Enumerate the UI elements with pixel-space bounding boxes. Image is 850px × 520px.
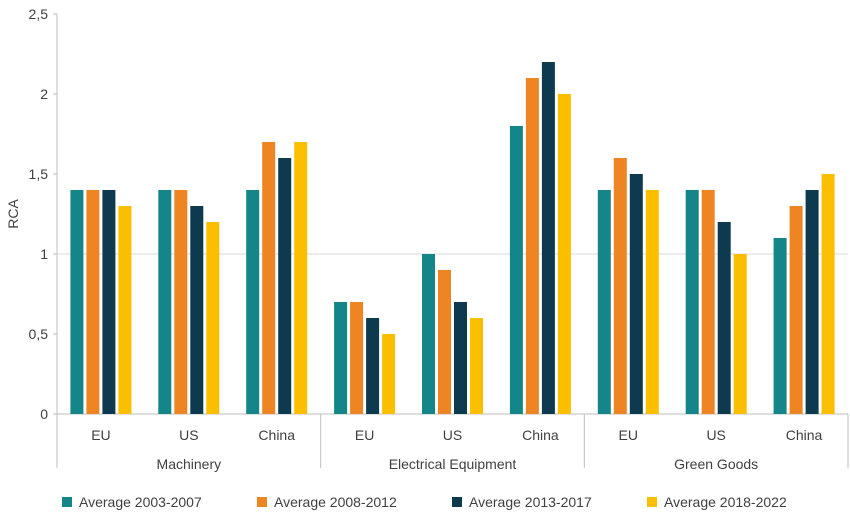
bar	[350, 302, 364, 414]
bar	[805, 190, 819, 414]
bar	[685, 190, 699, 414]
bar	[294, 142, 308, 414]
bar	[118, 206, 132, 414]
bar	[470, 318, 483, 414]
bar	[102, 190, 116, 414]
x-group-label: Green Goods	[674, 456, 758, 472]
x-category-label: EU	[355, 427, 374, 443]
bar	[509, 126, 523, 414]
bar	[382, 334, 396, 414]
bar	[422, 254, 435, 414]
y-tick-label: 2,5	[29, 6, 49, 22]
bar	[438, 270, 451, 414]
bar	[206, 222, 220, 414]
bar	[645, 190, 659, 414]
bar	[70, 190, 84, 414]
y-axis-title: RCA	[5, 199, 21, 229]
y-tick-label: 0	[40, 406, 48, 422]
bar	[246, 190, 260, 414]
bar	[541, 62, 555, 414]
bar	[733, 254, 747, 414]
bar	[278, 158, 292, 414]
legend-label: Average 2018-2022	[664, 494, 787, 510]
x-category-label: China	[258, 427, 295, 443]
bar	[613, 158, 627, 414]
bar	[525, 78, 539, 414]
x-group-label: Electrical Equipment	[389, 456, 517, 472]
bar	[701, 190, 715, 414]
legend-swatch	[647, 497, 657, 507]
bar	[366, 318, 380, 414]
legend-label: Average 2008-2012	[274, 494, 397, 510]
bar	[174, 190, 188, 414]
bar	[789, 206, 803, 414]
bar	[821, 174, 835, 414]
bar	[597, 190, 611, 414]
x-category-label: US	[443, 427, 462, 443]
y-tick-label: 1	[40, 246, 48, 262]
bar	[557, 94, 571, 414]
y-tick-label: 2	[40, 86, 48, 102]
bar	[334, 302, 348, 414]
bar	[262, 142, 276, 414]
legend-swatch	[62, 497, 72, 507]
x-group-label: Machinery	[157, 456, 222, 472]
bar	[717, 222, 731, 414]
legend-swatch	[452, 497, 462, 507]
x-category-label: EU	[619, 427, 638, 443]
x-category-label: China	[786, 427, 823, 443]
y-tick-label: 0,5	[29, 326, 49, 342]
legend-label: Average 2003-2007	[79, 494, 202, 510]
legend-swatch	[257, 497, 267, 507]
bar	[158, 190, 172, 414]
y-tick-label: 1,5	[29, 166, 49, 182]
legend-label: Average 2013-2017	[469, 494, 592, 510]
bar	[629, 174, 643, 414]
bar	[454, 302, 467, 414]
bar	[773, 238, 787, 414]
bar	[86, 190, 100, 414]
x-category-label: China	[522, 427, 559, 443]
x-category-label: US	[179, 427, 198, 443]
x-category-label: US	[706, 427, 725, 443]
bar	[190, 206, 204, 414]
x-category-label: EU	[91, 427, 110, 443]
